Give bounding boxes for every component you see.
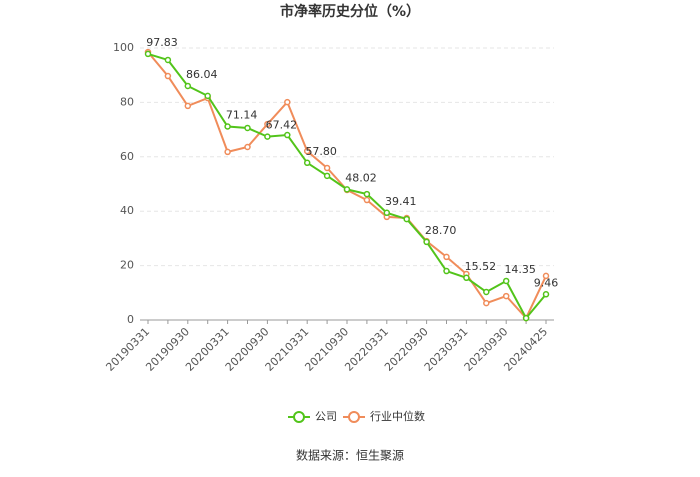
point (303, 147, 311, 155)
point (502, 292, 510, 300)
data-label: 67.42 (266, 119, 298, 132)
point (403, 215, 410, 223)
point (164, 56, 172, 64)
point (483, 288, 490, 296)
point (502, 277, 510, 285)
point (443, 253, 450, 261)
point (144, 50, 152, 58)
y-tick-label: 20 (120, 259, 134, 272)
data-label: 86.04 (186, 68, 218, 81)
y-tick-label: 0 (127, 313, 134, 326)
legend-marker (293, 411, 305, 423)
point (303, 159, 311, 167)
point (363, 196, 371, 204)
point (184, 82, 192, 90)
data-label: 15.52 (465, 260, 497, 273)
y-tick-label: 60 (120, 150, 134, 163)
point (244, 124, 251, 132)
y-tick-label: 80 (120, 95, 134, 108)
point (323, 164, 331, 172)
point (443, 267, 450, 275)
chart-title: 市净率历史分位（%） (280, 3, 420, 20)
data-label: 14.35 (504, 263, 536, 276)
legend-marker (348, 411, 360, 423)
legend-label: 行业中位数 (370, 409, 425, 423)
point (522, 314, 530, 322)
data-label: 57.80 (305, 145, 337, 158)
point (542, 272, 550, 280)
point (383, 209, 391, 217)
point (204, 92, 211, 100)
legend-label: 公司 (315, 410, 337, 423)
data-label: 39.41 (385, 195, 417, 208)
point (284, 98, 291, 106)
y-tick-label: 40 (120, 204, 134, 217)
data-label: 48.02 (345, 171, 377, 184)
point (363, 190, 371, 198)
data-label: 9.46 (534, 276, 559, 289)
point (423, 238, 430, 246)
point (184, 102, 192, 110)
y-tick-label: 100 (113, 41, 134, 54)
data-label: 97.83 (146, 36, 178, 49)
source: 数据来源：恒生聚源 (296, 448, 404, 463)
point (323, 172, 331, 180)
data-label: 28.70 (425, 224, 457, 237)
point (542, 291, 550, 298)
point (343, 186, 351, 193)
point (284, 131, 291, 139)
point (483, 299, 490, 307)
x-tick-label: 20240425 (501, 325, 550, 374)
point (164, 72, 172, 80)
point (463, 274, 470, 282)
point (264, 120, 271, 128)
series-line (147, 51, 547, 320)
point (224, 123, 231, 130)
data-label: 71.14 (226, 108, 258, 121)
point (264, 133, 271, 140)
point (244, 143, 251, 151)
point (224, 148, 231, 156)
